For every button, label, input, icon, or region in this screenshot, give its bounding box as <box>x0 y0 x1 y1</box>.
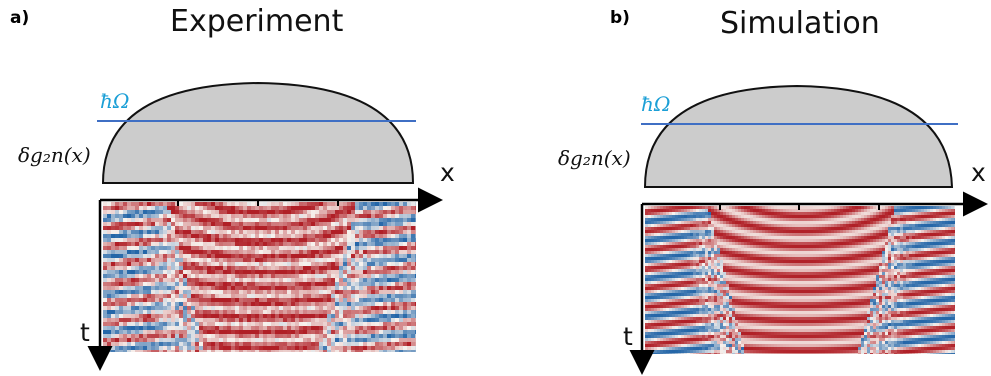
potential-curve <box>643 84 954 188</box>
x-axis-label: x <box>971 158 986 187</box>
panel-title: Experiment <box>170 4 344 39</box>
energy-label: ħΩ <box>641 92 671 116</box>
panel-tag: a) <box>10 8 30 28</box>
t-axis-label: t <box>80 318 90 347</box>
panel-experiment: a) Experiment ħΩ δg₂n(x) x t <box>0 0 495 376</box>
potential-label: δg₂n(x) <box>18 143 91 167</box>
potential-curve <box>101 81 415 184</box>
energy-label: ħΩ <box>100 89 130 113</box>
panel-graphic <box>87 81 443 371</box>
heatmap-simulation <box>645 206 955 354</box>
x-axis-label: x <box>440 158 455 187</box>
heatmap-experiment <box>103 202 416 352</box>
potential-label: δg₂n(x) <box>558 146 631 170</box>
panel-simulation: b) Simulation ħΩ δg₂n(x) x t <box>495 0 991 376</box>
t-axis-label: t <box>623 322 633 351</box>
panel-graphic <box>629 84 988 375</box>
panel-tag: b) <box>610 8 630 28</box>
panel-title: Simulation <box>720 6 880 41</box>
